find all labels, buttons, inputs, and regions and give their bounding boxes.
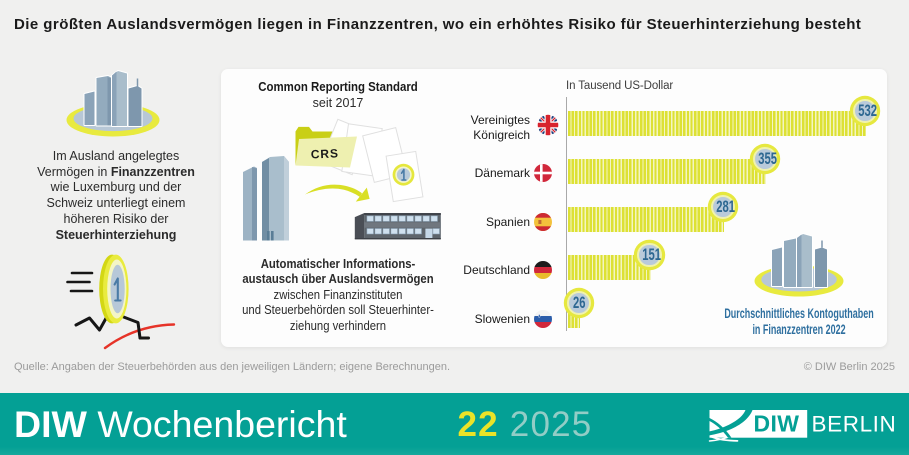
svg-text:CRS: CRS — [311, 146, 340, 161]
svg-text:BERLIN: BERLIN — [812, 412, 897, 437]
svg-text:DIW: DIW — [754, 411, 800, 437]
